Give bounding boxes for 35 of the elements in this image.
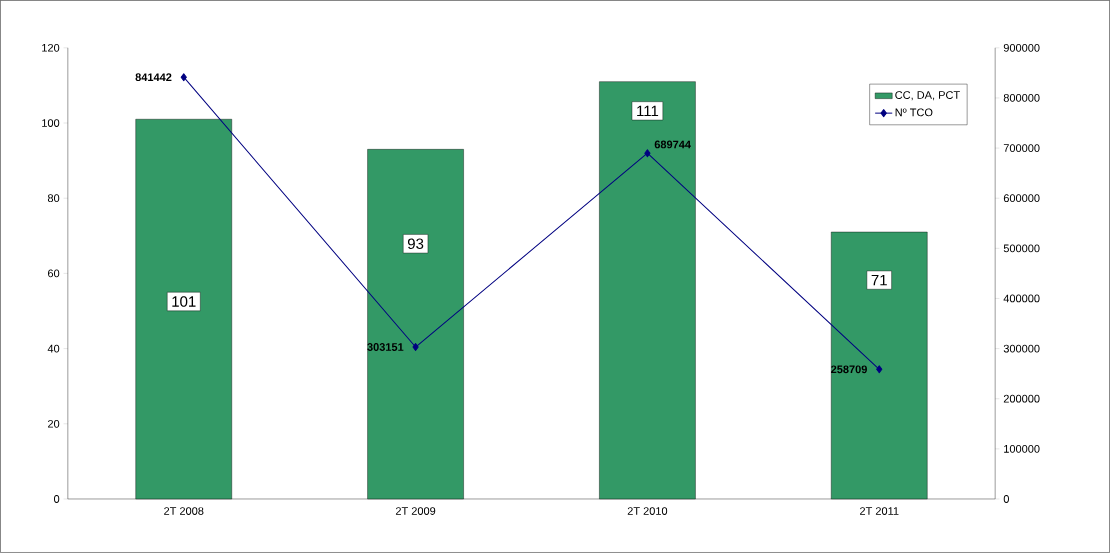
y-tick-label: 120 (42, 44, 60, 52)
y2-tick-label: 0 (1003, 495, 1009, 503)
data-label: 111 (637, 105, 659, 117)
point (644, 149, 651, 158)
y-tick-label: 80 (47, 194, 60, 203)
y2-tick-label: 600000 (1003, 194, 1040, 203)
y2-tick-label: 500000 (1003, 244, 1040, 253)
y2-tick-label: 800000 (1003, 94, 1040, 102)
x-tick-label: 2T 2009 (395, 507, 436, 515)
data-label: 258709 (831, 365, 867, 374)
x-tick-label: 2T 2008 (164, 507, 204, 515)
data-label: 689744 (654, 140, 691, 149)
point (180, 73, 187, 82)
point (412, 343, 419, 352)
legend-label: CC, DA, PCT (895, 91, 960, 101)
y2-tick-label: 900000 (1003, 44, 1040, 52)
data-label: 93 (407, 238, 424, 250)
y-tick-label: 0 (54, 495, 60, 503)
y2-tick-label: 300000 (1003, 344, 1040, 353)
data-label: 303151 (367, 343, 404, 352)
y-tick-label: 60 (48, 269, 60, 278)
data-label: 71 (871, 275, 887, 286)
y2-tick-label: 200000 (1003, 394, 1040, 403)
y-tick-label: 100 (42, 119, 60, 127)
point (876, 365, 883, 374)
y2-tick-label: 400000 (1003, 294, 1040, 303)
x-tick-label: 2T 2010 (627, 507, 668, 515)
y2-tick-label: 100000 (1004, 445, 1040, 453)
legend-label: Nº TCO (895, 108, 933, 117)
data-label: 841442 (135, 73, 172, 82)
y-tick-label: 20 (48, 419, 60, 428)
y2-tick-label: 700000 (1003, 144, 1040, 153)
y-tick-label: 40 (47, 344, 60, 353)
x-tick-label: 2T 2011 (860, 507, 899, 515)
data-label: 101 (172, 296, 196, 307)
